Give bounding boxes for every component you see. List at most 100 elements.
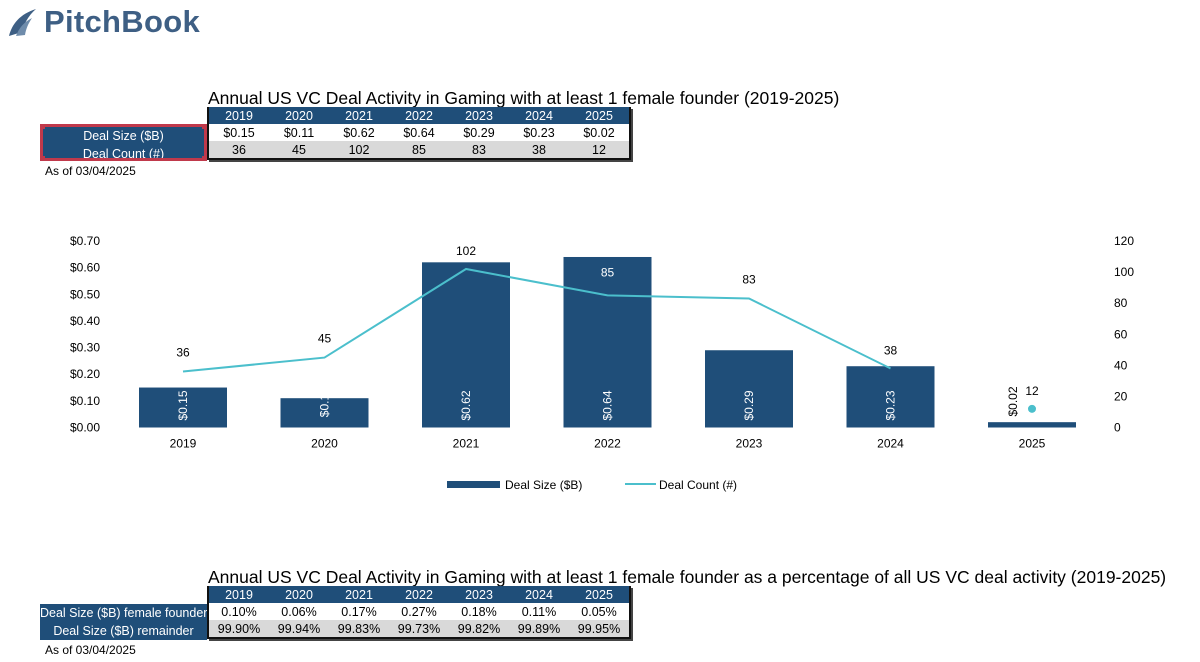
year-header: 2024 (509, 107, 569, 124)
x-axis-tick: 2023 (736, 437, 763, 451)
left-axis-tick: $0.70 (70, 234, 100, 248)
table-cell[interactable]: 38 (509, 141, 569, 158)
table-cell[interactable]: 36 (209, 141, 269, 158)
year-header: 2021 (329, 586, 389, 603)
table-cell[interactable]: 12 (569, 141, 629, 158)
selection-handle[interactable] (202, 156, 204, 158)
table-header-row: 2019 2020 2021 2022 2023 2024 2025 (209, 586, 629, 603)
top-row-labels[interactable]: Deal Size ($B) Deal Count (#) (40, 124, 207, 161)
table-cell[interactable]: 0.11% (509, 603, 569, 620)
year-header: 2023 (449, 107, 509, 124)
row-label: Deal Size ($B) remainder (53, 624, 194, 638)
table-cell[interactable]: $0.64 (389, 124, 449, 141)
row-label: Deal Size ($B) (83, 129, 164, 143)
table-cell[interactable]: 85 (389, 141, 449, 158)
bar-data-label: $0.02 (1006, 386, 1020, 416)
table-cell[interactable]: 0.27% (389, 603, 449, 620)
line-point (1028, 404, 1036, 413)
table-cell[interactable]: 99.95% (569, 620, 629, 637)
table-cell[interactable]: 99.82% (449, 620, 509, 637)
table-row: 99.90% 99.94% 99.83% 99.73% 99.82% 99.89% 99.9… (209, 620, 629, 637)
x-axis-tick: 2021 (453, 437, 480, 451)
table-cell[interactable]: 99.89% (509, 620, 569, 637)
year-header: 2020 (269, 586, 329, 603)
table-cell[interactable]: $0.23 (509, 124, 569, 141)
table-row: $0.15 $0.11 $0.62 $0.64 $0.29 $0.23 $0.02 (209, 124, 629, 141)
year-header: 2020 (269, 107, 329, 124)
line-data-label: 36 (176, 346, 190, 360)
table-cell[interactable]: 45 (269, 141, 329, 158)
bar-deal-size (422, 262, 510, 428)
line-data-label: 102 (456, 244, 476, 258)
row-label: Deal Size ($B) female founder (40, 606, 207, 620)
legend-label: Deal Size ($B) (505, 478, 582, 492)
right-axis-tick: 100 (1114, 265, 1134, 279)
bar-deal-size (988, 422, 1076, 428)
right-axis-tick: 120 (1114, 234, 1134, 248)
line-deal-count (182, 267, 891, 373)
table-cell[interactable]: 0.18% (449, 603, 509, 620)
pitchbook-logo-icon (9, 9, 36, 36)
left-axis-tick: $0.00 (70, 421, 100, 435)
bar-data-label: $0.23 (884, 390, 898, 420)
bar-deal-size (563, 256, 652, 428)
legend-swatch-deal-size (447, 481, 500, 488)
table-header-row: 2019 2020 2021 2022 2023 2024 2025 (209, 107, 629, 124)
left-axis-tick: $0.10 (70, 394, 100, 408)
x-axis-tick: 2020 (311, 437, 338, 451)
x-axis-tick: 2025 (1019, 437, 1046, 451)
table-cell[interactable]: $0.02 (569, 124, 629, 141)
year-header: 2023 (449, 586, 509, 603)
table-cell[interactable]: $0.15 (209, 124, 269, 141)
table-cell[interactable]: $0.11 (269, 124, 329, 141)
year-header: 2021 (329, 107, 389, 124)
table-cell[interactable]: 99.90% (209, 620, 269, 637)
table-cell[interactable]: 99.73% (389, 620, 449, 637)
year-header: 2022 (389, 586, 449, 603)
table-cell[interactable]: 99.83% (329, 620, 389, 637)
left-axis-tick: $0.30 (70, 341, 100, 355)
top-table-title: Annual US VC Deal Activity in Gaming wit… (208, 88, 840, 108)
table-row: 0.10% 0.06% 0.17% 0.27% 0.18% 0.11% 0.05% (209, 603, 629, 620)
right-axis-tick: 0 (1114, 421, 1121, 435)
bar-deal-size (846, 366, 935, 428)
table-cell[interactable]: 99.94% (269, 620, 329, 637)
table-cell[interactable]: 83 (449, 141, 509, 158)
selection-handle[interactable] (202, 127, 204, 129)
right-axis-tick: 40 (1114, 358, 1128, 372)
bar-data-label: $0.15 (176, 390, 190, 420)
year-header: 2019 (209, 586, 269, 603)
line-data-label: 38 (884, 343, 898, 357)
table-cell[interactable]: 102 (329, 141, 389, 158)
bar-data-label: $0.1 (318, 393, 332, 417)
right-axis-tick: 60 (1114, 327, 1128, 341)
year-header: 2025 (569, 586, 629, 603)
left-axis-tick: $0.60 (70, 261, 100, 275)
bar-data-label: $0.64 (601, 390, 615, 420)
brand-name: PitchBook (44, 4, 200, 39)
bottom-table-title: Annual US VC Deal Activity in Gaming wit… (208, 567, 1167, 587)
bar-deal-size (280, 398, 369, 428)
left-axis-tick: $0.40 (70, 314, 100, 328)
bottom-data-table: 2019 2020 2021 2022 2023 2024 2025 0.10% 0.06% 0.… (207, 586, 631, 639)
pitchbook-logo: PitchBook (6, 4, 200, 40)
bar-deal-size (705, 350, 793, 428)
table-cell[interactable]: $0.62 (329, 124, 389, 141)
table-cell[interactable]: 0.05% (569, 603, 629, 620)
bar-data-label: $0.29 (742, 390, 756, 420)
table-cell[interactable]: $0.29 (449, 124, 509, 141)
table-cell[interactable]: 0.06% (269, 603, 329, 620)
selection-handle[interactable] (43, 127, 45, 129)
legend-label: Deal Count (#) (659, 478, 737, 492)
line-data-label: 85 (601, 265, 615, 279)
year-header: 2025 (569, 107, 629, 124)
right-axis-tick: 20 (1114, 389, 1128, 403)
line-data-label: 12 (1025, 384, 1039, 398)
x-axis-tick: 2022 (594, 437, 621, 451)
table-cell[interactable]: 0.17% (329, 603, 389, 620)
table-cell[interactable]: 0.10% (209, 603, 269, 620)
left-axis-tick: $0.50 (70, 287, 100, 301)
top-data-table: 2019 2020 2021 2022 2023 2024 2025 $0.15 $0.11 $0… (207, 107, 631, 160)
selection-handle[interactable] (43, 156, 45, 158)
as-of-date: As of 03/04/2025 (45, 643, 136, 657)
